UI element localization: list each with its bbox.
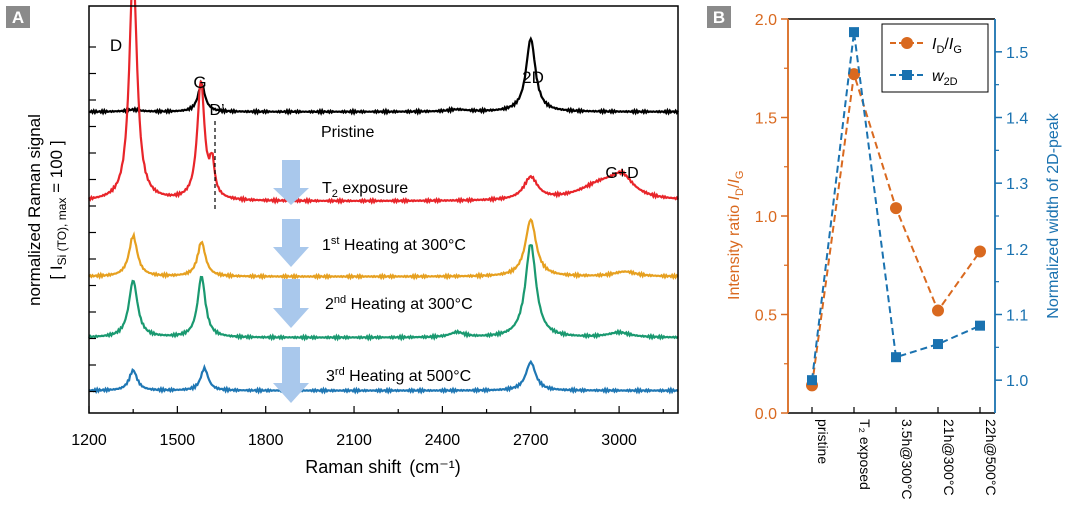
legend-marker-square [902, 70, 912, 80]
spectrum-line [88, 36, 679, 116]
category-label: pristine [815, 419, 831, 464]
x-tick-label: 1800 [248, 432, 284, 449]
right-y-tick-label: 1.5 [1006, 45, 1028, 62]
id-ig-point [890, 202, 902, 215]
right-y-tick-label: 1.2 [1006, 242, 1028, 259]
spectrum-line [88, 217, 679, 281]
panel-label-a-bg [6, 6, 30, 28]
legend-box [881, 23, 989, 93]
panel-b: B 0.0 0.5 1.0 1.5 2.0 1.0 1.1 1.2 1.3 1.4 1.5 prist… [707, 6, 1062, 500]
x-tick-label: 2400 [425, 432, 461, 449]
panel-label-a: A [12, 8, 24, 27]
left-y-tick-label: 1.5 [755, 111, 777, 128]
curve-label-heat3: 3rd Heating at 500°C [326, 366, 471, 385]
w2d-point [975, 320, 985, 331]
spectrum-line [88, 244, 679, 342]
x-axis-ticks: 1200 1500 1800 2100 2400 2700 3000 [71, 46, 664, 449]
id-ig-point [848, 68, 860, 81]
category-label: 21h@300°C [941, 419, 957, 496]
left-y-tick-label: 0.5 [755, 308, 777, 325]
arrow-down-icon [273, 279, 309, 328]
peak-labels: D G D’ 2D G+D [110, 36, 639, 210]
left-y-tick-label: 2.0 [755, 12, 777, 29]
right-y-tick-label: 1.0 [1006, 373, 1028, 390]
legend-label-w2d: w2D [932, 68, 958, 88]
arrow-down-icon [273, 219, 309, 267]
spectrum-line [88, 359, 679, 395]
panel-label-b-bg [707, 6, 731, 28]
process-arrows [273, 160, 309, 403]
right-y-tick-label: 1.4 [1006, 111, 1028, 128]
y-axis-label-line1: normalized Raman signal [25, 114, 44, 306]
legend-marker-circle [901, 37, 913, 49]
panel-a: A 1200 1500 1800 2100 2400 2700 3000 normalize… [6, 0, 679, 477]
right-axis-label: Normalized width of 2D-peak [1045, 112, 1062, 318]
peak-label-2d: 2D [522, 68, 544, 87]
w2d-point [849, 27, 859, 38]
left-axis-label: Intensity ratio ID/IG [726, 171, 746, 300]
raman-spectra [88, 0, 679, 395]
w2d-point [891, 352, 901, 363]
curve-labels: Pristine T2 exposure 1st Heating at 300°… [321, 124, 473, 385]
w2d-line [811, 31, 981, 381]
id-ig-point [974, 245, 986, 258]
category-label: T₂ exposed [857, 419, 873, 490]
curve-label-heat1: 1st Heating at 300°C [322, 235, 466, 254]
panel-b-ticks: 0.0 0.5 1.0 1.5 2.0 1.0 1.1 1.2 1.3 1.4 1.5 pristin… [755, 12, 1029, 500]
panel-b-series [806, 27, 986, 392]
x-tick-label: 2700 [513, 432, 549, 449]
w2d-point [933, 339, 943, 350]
x-tick-label: 2100 [336, 432, 372, 449]
category-label: 3.5h@300°C [899, 419, 915, 500]
legend: ID/IG w2D [881, 23, 989, 93]
x-tick-label: 3000 [601, 432, 637, 449]
curve-label-t2: T2 exposure [322, 180, 408, 200]
panel-label-b: B [713, 8, 725, 27]
spectrum-line [88, 0, 679, 205]
legend-label-id-ig: ID/IG [932, 36, 962, 56]
curve-label-pristine: Pristine [321, 124, 374, 141]
arrow-down-icon [273, 160, 309, 205]
left-y-tick-label: 0.0 [755, 406, 777, 423]
curve-label-heat2: 2nd Heating at 300°C [325, 294, 473, 313]
x-tick-label: 1200 [71, 432, 107, 449]
panel-a-frame [88, 5, 679, 414]
arrow-down-icon [273, 347, 309, 403]
category-label: 22h@500°C [983, 419, 999, 496]
right-y-tick-label: 1.1 [1006, 308, 1028, 325]
peak-label-g: G [193, 73, 206, 92]
w2d-point [807, 375, 817, 386]
id-ig-line [811, 73, 981, 386]
x-axis-label: Raman shift (cm⁻¹) [305, 457, 461, 477]
peak-label-d: D [110, 36, 122, 55]
y-axis-label-line2: [ ISi (TO), max = 100 ] [47, 140, 69, 279]
peak-label-d-prime: D’ [209, 102, 224, 119]
x-tick-label: 1500 [160, 432, 196, 449]
left-y-tick-label: 1.0 [755, 209, 777, 226]
peak-label-g-plus-d: G+D [605, 165, 638, 182]
id-ig-point [932, 304, 944, 317]
y-axis-label: normalized Raman signal [ ISi (TO), max … [25, 114, 69, 306]
right-y-tick-label: 1.3 [1006, 176, 1028, 193]
